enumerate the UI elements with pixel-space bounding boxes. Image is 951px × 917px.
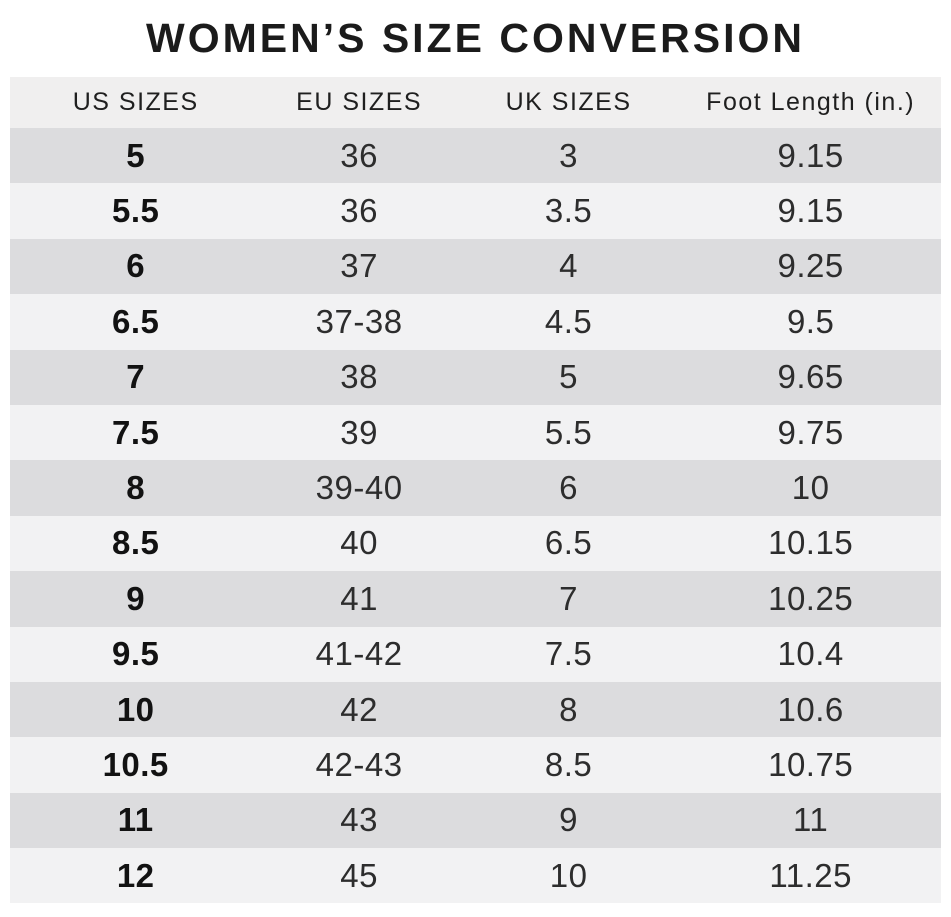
foot-length-cell: 11 (680, 792, 941, 849)
uk-size-cell: 3 (456, 128, 681, 184)
us-size-cell: 9 (10, 571, 262, 627)
foot-length-cell: 9.5 (680, 294, 941, 350)
page-title: WOMEN’S SIZE CONVERSION (146, 15, 805, 61)
foot-length-cell: 9.15 (680, 183, 941, 239)
table-row: 9 41 7 10.25 (10, 571, 941, 627)
eu-size-cell: 41 (261, 571, 457, 627)
eu-size-cell: 36 (261, 128, 457, 184)
table-row: 5 36 3 9.15 (10, 128, 941, 184)
us-size-cell: 5.5 (10, 183, 262, 239)
eu-size-cell: 36 (261, 183, 457, 239)
us-size-cell: 5 (10, 128, 262, 184)
us-size-cell: 10 (10, 681, 262, 738)
uk-size-cell: 6 (456, 460, 681, 516)
table-row: 8.5 40 6.5 10.15 (10, 515, 941, 572)
uk-size-cell: 8.5 (456, 737, 681, 793)
uk-size-cell: 9 (456, 792, 681, 849)
table-row: 5.5 36 3.5 9.15 (10, 183, 941, 239)
uk-size-cell: 5.5 (456, 404, 681, 461)
us-size-cell: 8.5 (10, 515, 262, 572)
foot-length-cell: 9.75 (680, 404, 941, 461)
table-row: 11 43 9 11 (10, 792, 941, 849)
col-header-foot-length: Foot Length (in.) (680, 77, 941, 128)
eu-size-cell: 41-42 (261, 626, 457, 682)
table-row: 7.5 39 5.5 9.75 (10, 404, 941, 461)
uk-size-cell: 4.5 (456, 294, 681, 350)
foot-length-cell: 11.25 (680, 848, 941, 904)
eu-size-cell: 38 (261, 349, 457, 405)
eu-size-cell: 45 (261, 848, 457, 904)
us-size-cell: 9.5 (10, 626, 262, 682)
uk-size-cell: 7.5 (456, 626, 681, 682)
table-row: 8 39-40 6 10 (10, 460, 941, 516)
us-size-cell: 6 (10, 238, 262, 295)
table-row: 10 42 8 10.6 (10, 681, 941, 738)
eu-size-cell: 39 (261, 404, 457, 461)
eu-size-cell: 42 (261, 681, 457, 738)
table-row: 7 38 5 9.65 (10, 349, 941, 405)
uk-size-cell: 10 (456, 848, 681, 904)
us-size-cell: 7 (10, 349, 262, 405)
eu-size-cell: 37 (261, 238, 457, 295)
foot-length-cell: 9.15 (680, 128, 941, 184)
col-header-uk-sizes: UK SIZES (456, 77, 681, 128)
foot-length-cell: 10.6 (680, 681, 941, 738)
uk-size-cell: 7 (456, 571, 681, 627)
table-row: 10.5 42-43 8.5 10.75 (10, 737, 941, 793)
us-size-cell: 12 (10, 848, 262, 904)
uk-size-cell: 5 (456, 349, 681, 405)
uk-size-cell: 8 (456, 681, 681, 738)
foot-length-cell: 10.25 (680, 571, 941, 627)
foot-length-cell: 10 (680, 460, 941, 516)
foot-length-cell: 9.25 (680, 238, 941, 295)
table-row: 6.5 37-38 4.5 9.5 (10, 294, 941, 350)
col-header-us-sizes: US SIZES (10, 77, 262, 128)
uk-size-cell: 4 (456, 238, 681, 295)
us-size-cell: 7.5 (10, 404, 262, 461)
foot-length-cell: 9.65 (680, 349, 941, 405)
uk-size-cell: 3.5 (456, 183, 681, 239)
us-size-cell: 8 (10, 460, 262, 516)
eu-size-cell: 43 (261, 792, 457, 849)
table-header: US SIZES EU SIZES UK SIZES Foot Length (… (10, 77, 941, 128)
foot-length-cell: 10.4 (680, 626, 941, 682)
table-body: 5 36 3 9.15 5.5 36 3.5 9.15 6 37 4 9.25 6.5 37-38 4.5 9… (10, 128, 941, 904)
eu-size-cell: 37-38 (261, 294, 457, 350)
us-size-cell: 6.5 (10, 294, 262, 350)
eu-size-cell: 40 (261, 515, 457, 572)
uk-size-cell: 6.5 (456, 515, 681, 572)
table-row: 9.5 41-42 7.5 10.4 (10, 626, 941, 682)
table-row: 12 45 10 11.25 (10, 848, 941, 904)
foot-length-cell: 10.75 (680, 737, 941, 793)
eu-size-cell: 42-43 (261, 737, 457, 793)
size-conversion-table: US SIZES EU SIZES UK SIZES Foot Length (… (10, 77, 941, 904)
us-size-cell: 11 (10, 792, 262, 849)
eu-size-cell: 39-40 (261, 460, 457, 516)
col-header-eu-sizes: EU SIZES (261, 77, 457, 128)
us-size-cell: 10.5 (10, 737, 262, 793)
table-row: 6 37 4 9.25 (10, 238, 941, 295)
table-header-row: US SIZES EU SIZES UK SIZES Foot Length (… (10, 77, 941, 128)
foot-length-cell: 10.15 (680, 515, 941, 572)
